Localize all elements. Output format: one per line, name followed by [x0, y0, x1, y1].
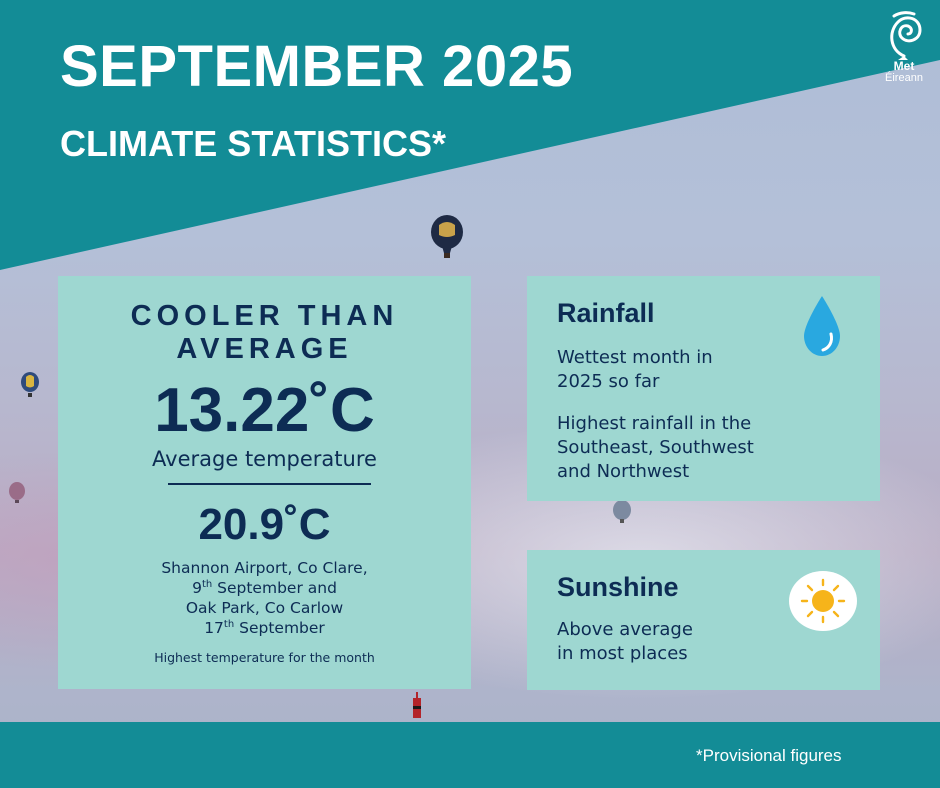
buoy-icon: [413, 692, 421, 718]
sunshine-title: Sunshine: [557, 572, 679, 602]
highest-temperature-label: Highest temperature for the month: [154, 650, 375, 665]
hot-air-balloon-icon: [431, 215, 463, 258]
hot-air-balloon-icon: [21, 372, 39, 397]
met-eireann-logo: Met Éireann: [876, 10, 932, 90]
highest-temperature-details: Shannon Airport, Co Clare, 9th September…: [58, 558, 471, 638]
sun-icon: [789, 571, 857, 631]
footer-bar: [0, 722, 940, 788]
average-temperature-value: 13.22˚C: [154, 376, 375, 445]
rainfall-card: Rainfall Wettest month in 2025 so far Hi…: [527, 276, 880, 501]
divider: [168, 483, 371, 485]
hot-air-balloon-icon: [613, 500, 631, 523]
sunshine-card: Sunshine Above average in most places: [527, 550, 880, 690]
highest-temperature-value: 20.9˚C: [198, 500, 331, 549]
logo-word-eireann: Éireann: [885, 72, 923, 84]
logo-word-met: Met: [893, 59, 915, 73]
temperature-card: COOLER THAN AVERAGE 13.22˚C Average temp…: [58, 276, 471, 689]
temperature-headline: COOLER THAN AVERAGE: [58, 300, 471, 366]
page-subtitle: CLIMATE STATISTICS*: [60, 123, 446, 164]
date-2: 17th September: [204, 618, 325, 637]
sunshine-text: Above average in most places: [557, 619, 693, 664]
met-eireann-swirl-icon: [890, 11, 922, 60]
rainfall-text-2: Highest rainfall in the Southeast, South…: [557, 413, 754, 482]
headline-line-2: AVERAGE: [176, 333, 353, 365]
rainfall-text-1: Wettest month in 2025 so far: [557, 347, 713, 392]
location-2: Oak Park, Co Carlow: [185, 599, 344, 617]
average-temperature-label: Average temperature: [152, 447, 377, 471]
rainfall-title: Rainfall: [557, 298, 655, 328]
provisional-note: *Provisional figures: [696, 746, 842, 765]
date-1: 9th September and: [192, 578, 337, 597]
page-title: SEPTEMBER 2025: [60, 34, 574, 99]
headline-line-1: COOLER THAN: [130, 300, 399, 332]
hot-air-balloon-icon: [9, 482, 25, 503]
location-1: Shannon Airport, Co Clare,: [161, 559, 368, 577]
raindrop-icon: [804, 296, 840, 356]
